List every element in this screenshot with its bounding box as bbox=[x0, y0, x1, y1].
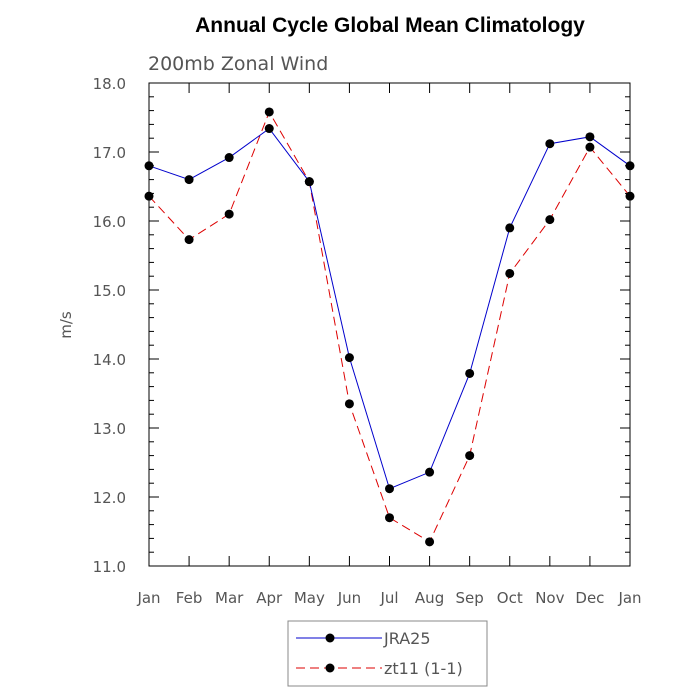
data-point-zt11 bbox=[545, 215, 555, 225]
x-tick-label: Jan bbox=[136, 589, 160, 607]
data-point-jra25 bbox=[344, 353, 354, 363]
x-tick-labels: Jan Feb Mar Apr May Jun Jul Aug Sep Oct Nov Dec Jan bbox=[136, 589, 641, 607]
y-tick-label: 13.0 bbox=[93, 420, 126, 438]
data-point-jra25 bbox=[264, 124, 274, 134]
data-point-zt11 bbox=[264, 107, 274, 117]
x-tick-label: Jun bbox=[337, 589, 361, 607]
y-tick-label: 17.0 bbox=[93, 144, 126, 162]
x-tick-label: May bbox=[294, 589, 325, 607]
x-tick-label: Feb bbox=[176, 589, 203, 607]
chart-title: Annual Cycle Global Mean Climatology bbox=[195, 14, 585, 37]
x-tick-label: Aug bbox=[415, 589, 444, 607]
data-point-zt11 bbox=[425, 537, 435, 547]
y-tick-label: 11.0 bbox=[93, 558, 126, 576]
series-line-zt11 bbox=[148, 110, 631, 543]
x-tick-label: Mar bbox=[215, 589, 244, 607]
x-tick-label: Dec bbox=[575, 589, 604, 607]
legend-marker-jra25 bbox=[325, 633, 335, 643]
data-point-zt11 bbox=[184, 235, 194, 245]
data-point-jra25 bbox=[184, 175, 194, 185]
data-point-jra25 bbox=[505, 223, 515, 233]
y-tick-label: 16.0 bbox=[93, 213, 126, 231]
x-tick-label: Nov bbox=[535, 589, 564, 607]
y-tick-label: 15.0 bbox=[93, 282, 126, 300]
y-tick-labels: 11.0 12.0 13.0 14.0 15.0 16.0 17.0 18.0 bbox=[93, 75, 126, 576]
data-point-jra25 bbox=[585, 132, 595, 142]
series-line-jra25 bbox=[148, 127, 631, 490]
y-axis-label: m/s bbox=[57, 311, 75, 339]
data-point-zt11 bbox=[505, 268, 515, 278]
data-point-zt11 bbox=[625, 191, 635, 201]
data-point-jra25 bbox=[385, 484, 394, 494]
y-tick-label: 18.0 bbox=[93, 75, 126, 93]
x-tick-label: Oct bbox=[497, 589, 523, 607]
data-point-jra25 bbox=[625, 161, 635, 171]
chart-subtitle: 200mb Zonal Wind bbox=[148, 53, 328, 75]
data-point-jra25 bbox=[465, 368, 475, 378]
data-point-jra25 bbox=[224, 153, 234, 163]
legend-label-jra25: JRA25 bbox=[383, 629, 431, 648]
legend-box bbox=[287, 620, 488, 687]
data-point-zt11 bbox=[344, 399, 354, 409]
axis-ticks bbox=[148, 82, 631, 567]
x-tick-label: Jul bbox=[379, 589, 398, 607]
x-tick-label: Apr bbox=[256, 589, 283, 607]
x-tick-label: Jan bbox=[617, 589, 641, 607]
legend-marker-zt11 bbox=[325, 663, 335, 673]
data-point-zt11 bbox=[144, 191, 154, 201]
y-tick-label: 14.0 bbox=[93, 351, 126, 369]
series-layer bbox=[144, 107, 635, 547]
legend-label-zt11: zt11 (1-1) bbox=[384, 659, 463, 678]
data-point-zt11 bbox=[224, 209, 234, 219]
data-point-zt11 bbox=[585, 142, 595, 152]
data-point-jra25 bbox=[545, 139, 555, 149]
data-point-zt11 bbox=[385, 513, 394, 523]
y-tick-label: 12.0 bbox=[93, 489, 126, 507]
data-point-zt11 bbox=[465, 451, 475, 461]
plot-frame bbox=[148, 82, 631, 567]
x-tick-label: Sep bbox=[456, 589, 484, 607]
data-point-jra25 bbox=[425, 467, 435, 477]
data-point-jra25 bbox=[304, 177, 314, 187]
legend: JRA25 zt11 (1-1) bbox=[287, 620, 488, 687]
data-point-jra25 bbox=[144, 161, 154, 171]
